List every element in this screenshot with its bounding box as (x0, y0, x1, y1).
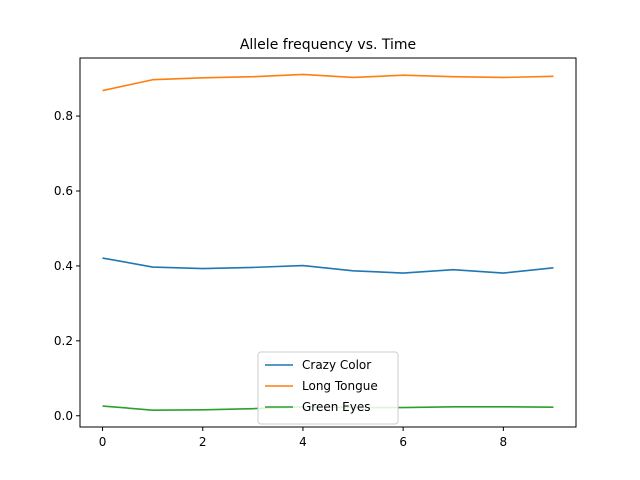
y-tick-label: 0.8 (54, 109, 73, 123)
legend: Crazy Color Long Tongue Green Eyes (257, 351, 399, 425)
y-tick-label: 0.2 (54, 334, 73, 348)
y-tick-label: 0.0 (54, 409, 73, 423)
y-tick-label: 0.4 (54, 259, 73, 273)
y-tick-label: 0.6 (54, 184, 73, 198)
x-tick-label: 6 (399, 435, 407, 449)
legend-label: Green Eyes (302, 400, 370, 414)
y-axis: 0.0 0.2 0.4 0.6 0.8 (54, 109, 80, 423)
legend-label: Long Tongue (302, 379, 378, 393)
x-tick-label: 0 (99, 435, 107, 449)
chart-title: Allele frequency vs. Time (240, 37, 416, 53)
series-line-long-tongue (102, 73, 554, 92)
x-tick-label: 2 (199, 435, 207, 449)
series-line-crazy-color (102, 257, 554, 274)
x-tick-label: 4 (299, 435, 307, 449)
legend-box (257, 351, 399, 425)
x-tick-label: 8 (500, 435, 508, 449)
plot-area (79, 57, 577, 428)
x-axis: 0 2 4 6 8 (99, 427, 507, 449)
legend-label: Crazy Color (302, 358, 371, 372)
